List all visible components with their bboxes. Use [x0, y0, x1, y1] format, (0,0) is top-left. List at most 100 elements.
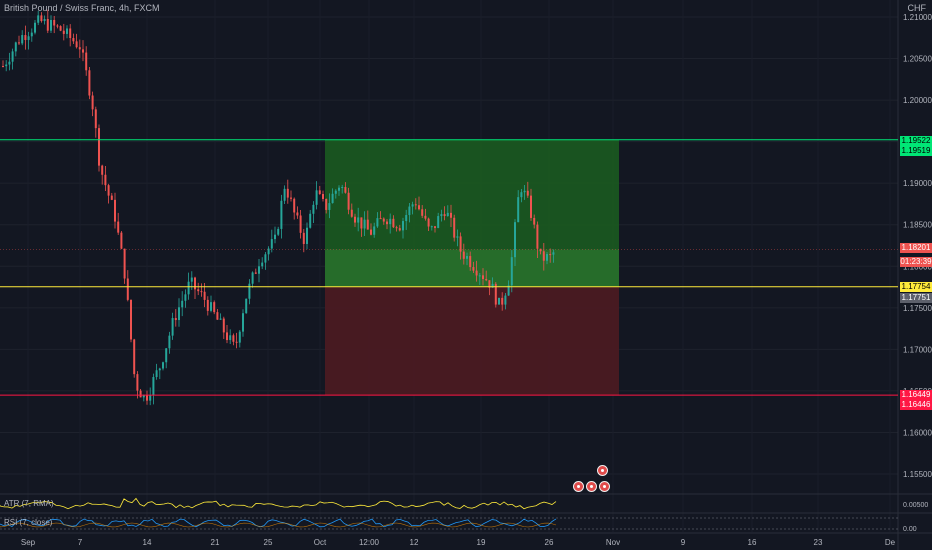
candle-body — [91, 95, 94, 110]
candle-body — [542, 251, 545, 261]
candle-body — [430, 226, 433, 228]
candle-body — [280, 200, 283, 229]
candle-body — [139, 390, 142, 398]
candle-body — [232, 335, 235, 342]
candle-body — [258, 266, 260, 274]
candle-body — [222, 318, 225, 333]
event-marker-1[interactable] — [597, 465, 608, 476]
currency-label: CHF — [907, 3, 927, 13]
candle-body — [501, 297, 504, 305]
candle-body — [411, 204, 414, 207]
rsi-signal-line — [0, 522, 557, 528]
candle-body — [235, 341, 238, 343]
candle-body — [466, 256, 468, 259]
candle-body — [443, 214, 446, 217]
candle-body — [293, 198, 296, 213]
candle-body — [296, 212, 299, 216]
price-tag: 1.18201 — [900, 243, 932, 253]
price-tick-label: 1.21000 — [903, 13, 932, 22]
candle-body — [526, 190, 529, 196]
candle-body — [229, 335, 232, 341]
candle-body — [27, 36, 30, 41]
candle-body — [475, 270, 478, 276]
candle-body — [520, 192, 523, 198]
candle-body — [110, 195, 113, 200]
candle-body — [274, 234, 276, 240]
candle-body — [5, 64, 8, 67]
time-axis-label: 19 — [477, 538, 486, 547]
event-marker-4[interactable] — [599, 481, 610, 492]
time-axis-label: 12:00 — [359, 538, 380, 547]
candle-body — [277, 228, 280, 235]
candle-body — [72, 38, 75, 42]
candle-body — [437, 216, 440, 228]
candle-body — [210, 302, 212, 311]
candle-body — [46, 18, 49, 31]
candle-body — [309, 213, 312, 228]
candle-body — [494, 283, 497, 305]
candle-body — [24, 35, 27, 41]
candle-body — [450, 212, 452, 218]
candle-body — [517, 197, 520, 223]
candle-body — [270, 239, 273, 249]
atr-indicator-label[interactable]: ATR (7, RMA) — [4, 499, 54, 508]
candle-body — [478, 275, 481, 277]
candle-body — [213, 302, 216, 313]
price-tick-label: 1.17500 — [903, 304, 932, 313]
candle-body — [21, 35, 24, 44]
candle-body — [498, 297, 500, 305]
candle-body — [62, 30, 65, 34]
candle-body — [142, 395, 145, 398]
price-tick-label: 1.19000 — [903, 179, 932, 188]
symbol-title[interactable]: British Pound / Swiss Franc, 4h, FXCM — [4, 3, 160, 13]
candle-body — [123, 248, 126, 279]
candle-body — [363, 219, 366, 229]
candle-body — [117, 221, 120, 233]
candle-body — [152, 377, 155, 396]
candle-body — [53, 19, 56, 26]
candle-body — [18, 42, 20, 44]
candle-body — [523, 190, 526, 193]
candle-body — [126, 278, 129, 300]
candle-body — [331, 193, 334, 204]
atr-tick-label: 0.00500 — [903, 502, 928, 509]
candle-body — [434, 226, 436, 228]
candle-body — [357, 217, 360, 223]
candle-body — [334, 190, 337, 194]
time-axis-label: 9 — [681, 538, 686, 547]
time-axis-label: 7 — [78, 538, 83, 547]
candle-body — [504, 295, 507, 305]
candle-body — [114, 199, 116, 222]
candle-body — [507, 285, 510, 296]
candle-body — [238, 331, 241, 343]
price-tick-label: 1.20000 — [903, 96, 932, 105]
candle-body — [242, 313, 244, 332]
time-axis-label: 12 — [410, 538, 419, 547]
time-axis-label: 14 — [143, 538, 152, 547]
rsi-tick-label: 0.00 — [903, 526, 917, 533]
candle-body — [8, 61, 11, 65]
candle-body — [290, 197, 292, 199]
candle-body — [459, 236, 462, 252]
candle-body — [325, 198, 328, 210]
time-axis-label: De — [885, 538, 896, 547]
candle-body — [424, 215, 427, 219]
candle-body — [94, 109, 97, 129]
candle-body — [491, 283, 494, 288]
candle-body — [286, 188, 289, 198]
price-tag: 1.19519 — [900, 146, 932, 156]
atr-line — [0, 497, 557, 510]
candle-body — [405, 215, 408, 222]
candle-body — [40, 15, 43, 22]
candle-body — [146, 395, 148, 401]
price-tick-label: 1.20500 — [903, 55, 932, 64]
rsi-indicator-label[interactable]: RSI (7, close) — [4, 518, 53, 527]
candle-body — [251, 272, 254, 284]
time-axis-label: 25 — [264, 538, 273, 547]
candle-body — [184, 294, 187, 301]
candle-body — [408, 206, 411, 216]
event-marker-2[interactable] — [573, 481, 584, 492]
candle-body — [190, 277, 193, 282]
event-marker-3[interactable] — [586, 481, 597, 492]
